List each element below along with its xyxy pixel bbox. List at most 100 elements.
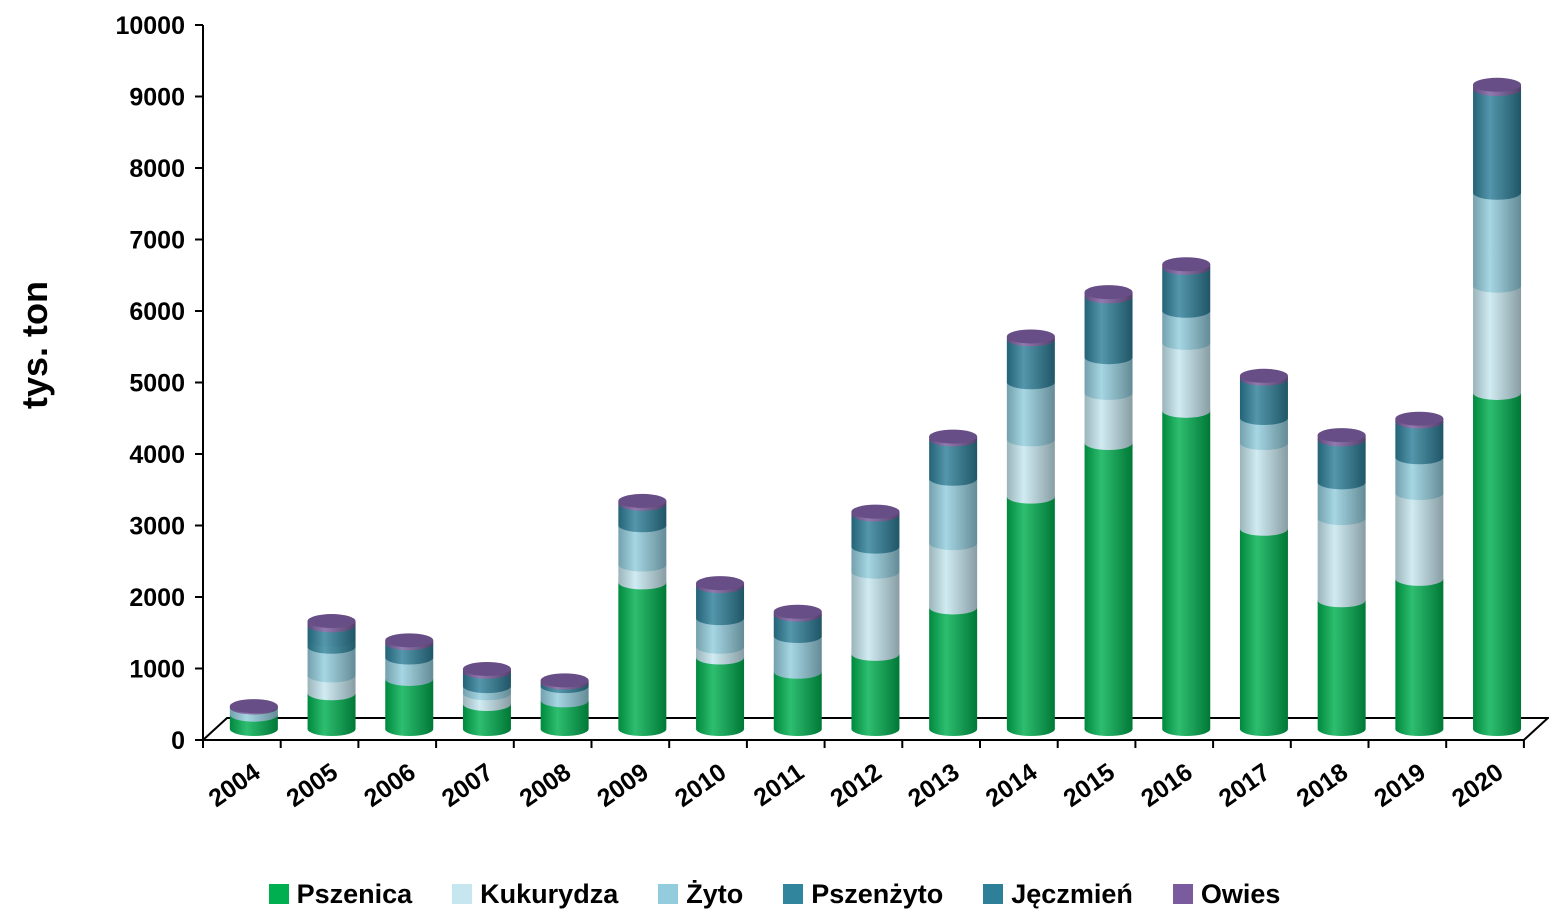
bar-segment-Żyto-2016: [1162, 310, 1211, 350]
x-tick-label: 2014: [981, 758, 1043, 813]
bar-top-cap-2006: [385, 633, 434, 648]
bar-segment-Żyto-2014: [1006, 382, 1055, 447]
bar-stack-2020: [1473, 77, 1522, 736]
bar-segment-Kukurydza-2012: [851, 571, 900, 661]
bar-segment-Kukurydza-2019: [1395, 493, 1444, 586]
bar-segment-Jęczmień-2011: [773, 614, 822, 644]
bar-segment-Żyto-2018: [1317, 482, 1366, 526]
y-tick-label: 5000: [129, 370, 185, 398]
bar-segment-Jęczmień-2009: [618, 503, 667, 533]
bar-stack-2018: [1317, 428, 1366, 736]
bar-segment-Jęczmień-2020: [1473, 89, 1522, 200]
bar-top-cap-2013: [929, 429, 978, 444]
bar-segment-Kukurydza-2016: [1162, 342, 1211, 418]
y-tick-label: 4000: [129, 441, 185, 469]
bar-segment-Pszenica-2015: [1084, 443, 1133, 736]
bar-segment-Kukurydza-2015: [1084, 392, 1133, 451]
bar-segment-Żyto-2015: [1084, 357, 1133, 400]
bar-segment-Żyto-2017: [1239, 417, 1288, 451]
legend-swatch: [983, 884, 1004, 904]
bar-segment-Pszenica-2009: [618, 582, 667, 736]
bar-segment-Kukurydza-2014: [1006, 439, 1055, 504]
y-tick-label: 8000: [129, 155, 185, 183]
bar-segment-Kukurydza-2020: [1473, 285, 1522, 400]
bar-top-cap-2005: [307, 614, 356, 629]
bar-segment-Jęczmień-2013: [929, 439, 978, 486]
bar-stack-2016: [1162, 257, 1211, 736]
legend-swatch: [783, 884, 804, 904]
x-tick-label: 2006: [359, 758, 421, 813]
bar-top-cap-2004: [229, 699, 278, 714]
bar-stack-2006: [385, 633, 434, 736]
bar-segment-Pszenica-2006: [385, 678, 434, 736]
x-tick-label: 2004: [204, 758, 266, 813]
bar-segment-Pszenica-2016: [1162, 410, 1211, 736]
y-tick-label: 7000: [129, 227, 185, 255]
legend-item: Kukurydza: [452, 879, 618, 910]
bar-segment-Kukurydza-2005: [307, 675, 356, 701]
x-tick-label: 2012: [825, 758, 887, 813]
x-tick-label: 2007: [437, 758, 499, 813]
bar-top-cap-2012: [851, 504, 900, 519]
bar-segment-Żyto-2013: [929, 478, 978, 551]
x-tick-label: 2010: [670, 758, 732, 813]
x-tick-label: 2016: [1136, 758, 1198, 813]
bar-top-cap-2015: [1084, 285, 1133, 300]
bar-segment-Żyto-2005: [307, 646, 356, 683]
x-tick-label: 2018: [1291, 758, 1353, 813]
bar-top-cap-2018: [1317, 428, 1366, 443]
bar-segment-Żyto-2012: [851, 546, 900, 579]
y-tick-label: 10000: [115, 12, 185, 40]
bar-top-cap-2007: [462, 661, 511, 676]
bar-stack-2015: [1084, 285, 1133, 736]
x-tick-label: 2013: [903, 758, 965, 813]
bar-segment-Jęczmień-2014: [1006, 339, 1055, 390]
bar-stack-2010: [696, 576, 745, 736]
bar-stack-2012: [851, 504, 900, 736]
bar-stack-2009: [618, 493, 667, 736]
legend-label: Kukurydza: [480, 878, 619, 909]
bar-segment-Pszenica-2011: [773, 671, 822, 736]
bar-segment-Jęczmień-2016: [1162, 267, 1211, 318]
x-tick-label: 2009: [592, 758, 654, 813]
legend-item: Owies: [1172, 878, 1281, 910]
bar-top-cap-2010: [696, 576, 745, 591]
legend-item: Jęczmień: [983, 879, 1133, 910]
bar-top-cap-2008: [540, 673, 589, 688]
bar-segment-Pszenica-2018: [1317, 600, 1366, 736]
y-tick-label: 9000: [129, 84, 185, 112]
legend-swatch: [268, 884, 289, 904]
bar-top-cap-2014: [1006, 329, 1055, 344]
bar-segment-Pszenica-2005: [307, 693, 356, 736]
bar-segment-Pszenica-2019: [1395, 578, 1444, 736]
legend-item: Pszenica: [268, 879, 412, 910]
bar-stack-2005: [307, 614, 356, 736]
legend: Pszenica Kukurydza Żyto Pszenżyto Jęczmień Ow…: [0, 876, 1549, 912]
x-tick-label: 2008: [514, 758, 576, 813]
y-tick-label: 1000: [129, 656, 185, 684]
floor-plane: [200, 717, 1549, 741]
bar-top-cap-2009: [618, 493, 667, 508]
y-tick-label: 6000: [129, 298, 185, 326]
legend-swatch: [452, 884, 473, 904]
bar-stack-2004: [229, 699, 278, 736]
bar-segment-Kukurydza-2009: [618, 564, 667, 590]
bar-stack-2014: [1006, 329, 1055, 736]
legend-swatch: [1172, 884, 1193, 904]
y-tick-label: 0: [171, 727, 185, 755]
legend-label: Owies: [1200, 878, 1281, 909]
y-tick-label: 3000: [129, 513, 185, 541]
x-tick-label: 2020: [1447, 758, 1509, 813]
legend-item: Pszenżyto: [783, 879, 943, 910]
bar-segment-Pszenica-2013: [929, 607, 978, 736]
bar-segment-Pszenica-2014: [1006, 496, 1055, 736]
bar-segment-Kukurydza-2017: [1239, 443, 1288, 536]
bar-segment-Żyto-2006: [385, 657, 434, 686]
x-tick-label: 2017: [1214, 758, 1276, 813]
y-tick-label: 2000: [129, 584, 185, 612]
bar-segment-Jęczmień-2012: [851, 514, 900, 554]
y-axis-title: tys. ton: [14, 281, 55, 409]
bar-segment-Żyto-2011: [773, 636, 822, 679]
